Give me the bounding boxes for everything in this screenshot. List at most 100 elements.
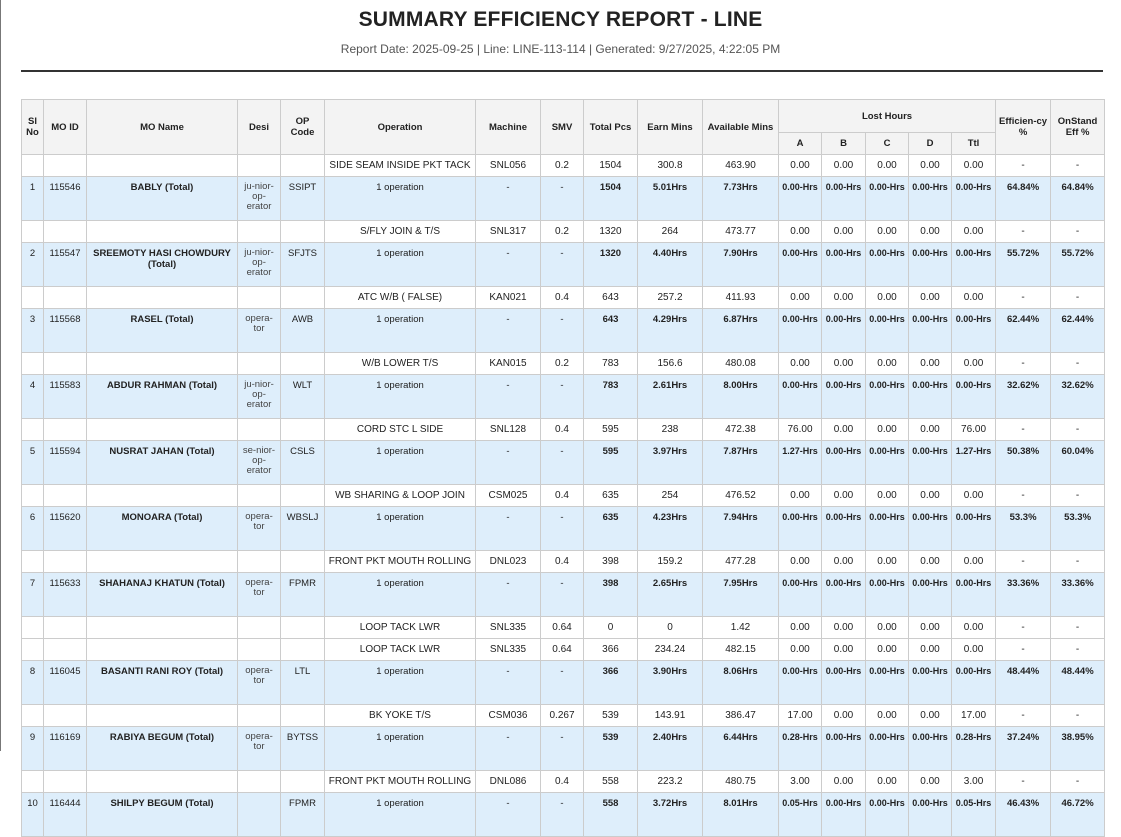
col-lost-ttl: Ttl [950,132,997,155]
lost-b-cell: 0.00 [821,484,866,507]
lost-a-cell: 76.00 [778,418,822,441]
operation-cell: W/B LOWER T/S [324,352,476,375]
lost-a-cell: 0.00-Hrs [778,176,822,221]
onstand-eff-cell: - [1050,638,1106,661]
lost-d-cell: 0.00-Hrs [908,374,952,419]
machine-cell: - [475,506,541,551]
lost-a-cell: 0.00 [778,352,822,375]
smv-cell: - [540,726,584,771]
machine-cell: - [475,440,541,485]
machine-cell: - [475,176,541,221]
desi-cell: opera-tor [237,572,281,617]
sl-cell: 4 [21,374,44,419]
earn-mins-cell: 2.61Hrs [637,374,703,419]
efficiency-cell: - [995,154,1052,177]
mo-id-cell: 116045 [43,660,87,705]
lost-ttl-cell: 0.00 [950,484,997,507]
smv-cell: 0.2 [540,352,584,375]
available-mins-cell: 8.00Hrs [702,374,779,419]
mo-name-cell [86,352,238,375]
earn-mins-cell: 2.40Hrs [637,726,703,771]
operation-cell: 1 operation [324,660,476,705]
available-mins-cell: 480.08 [702,352,779,375]
desi-cell [237,286,281,309]
operation-cell: WB SHARING & LOOP JOIN [324,484,476,507]
desi-cell [237,616,281,639]
available-mins-cell: 8.01Hrs [702,792,779,837]
machine-cell: DNL086 [475,770,541,793]
operation-cell: FRONT PKT MOUTH ROLLING [324,550,476,573]
smv-cell: - [540,572,584,617]
op-code-cell: WBSLJ [280,506,325,551]
machine-cell: - [475,572,541,617]
machine-cell: SNL128 [475,418,541,441]
mo-id-cell: 115547 [43,242,87,287]
smv-cell: 0.2 [540,154,584,177]
lost-ttl-cell: 0.00 [950,352,997,375]
available-mins-cell: 1.42 [702,616,779,639]
lost-c-cell: 0.00-Hrs [865,242,909,287]
table-body: SIDE SEAM INSIDE PKT TACK SNL056 0.2 1504 30… [21,154,1106,837]
lost-a-cell: 0.00 [778,220,822,243]
smv-cell: - [540,242,584,287]
mo-name-cell: MONOARA (Total) [86,506,238,551]
efficiency-cell: 55.72% [995,242,1052,287]
op-code-cell [280,704,325,727]
desi-cell [237,770,281,793]
efficiency-cell: 32.62% [995,374,1052,419]
available-mins-cell: 480.75 [702,770,779,793]
lost-c-cell: 0.00 [865,616,909,639]
lost-ttl-cell: 3.00 [950,770,997,793]
lost-a-cell: 0.00-Hrs [778,506,822,551]
lost-a-cell: 0.00-Hrs [778,660,822,705]
table-row-total: 10 116444 SHILPY BEGUM (Total) FPMR 1 operat… [21,792,1106,837]
lost-c-cell: 0.00-Hrs [865,792,909,837]
lost-d-cell: 0.00 [908,704,952,727]
total-pcs-cell: 1504 [583,154,638,177]
mo-id-cell: 115594 [43,440,87,485]
lost-d-cell: 0.00 [908,220,952,243]
op-code-cell: SSIPT [280,176,325,221]
efficiency-cell: 48.44% [995,660,1052,705]
total-pcs-cell: 783 [583,374,638,419]
lost-a-cell: 0.28-Hrs [778,726,822,771]
total-pcs-cell: 558 [583,770,638,793]
available-mins-cell: 386.47 [702,704,779,727]
mo-name-cell [86,154,238,177]
lost-c-cell: 0.00 [865,638,909,661]
lost-a-cell: 0.00-Hrs [778,242,822,287]
title-divider [21,70,1103,72]
total-pcs-cell: 398 [583,572,638,617]
total-pcs-cell: 595 [583,440,638,485]
available-mins-cell: 476.52 [702,484,779,507]
smv-cell: 0.267 [540,704,584,727]
lost-d-cell: 0.00 [908,550,952,573]
col-mo-id: MO ID [43,99,87,155]
mo-id-cell [43,638,87,661]
operation-cell: 1 operation [324,572,476,617]
mo-name-cell: ABDUR RAHMAN (Total) [86,374,238,419]
machine-cell: SNL056 [475,154,541,177]
operation-cell: LOOP TACK LWR [324,616,476,639]
desi-cell: se-nior-op-erator [237,440,281,485]
lost-ttl-cell: 0.05-Hrs [950,792,997,837]
lost-b-cell: 0.00 [821,352,866,375]
efficiency-cell: - [995,286,1052,309]
lost-b-cell: 0.00-Hrs [821,572,866,617]
lost-ttl-cell: 0.00 [950,220,997,243]
earn-mins-cell: 238 [637,418,703,441]
lost-b-cell: 0.00 [821,638,866,661]
lost-ttl-cell: 0.00-Hrs [950,660,997,705]
total-pcs-cell: 558 [583,792,638,837]
sl-cell [21,770,44,793]
efficiency-cell: - [995,550,1052,573]
lost-d-cell: 0.00-Hrs [908,726,952,771]
sl-cell [21,352,44,375]
table-row-detail: LOOP TACK LWR SNL335 0.64 0 0 1.42 0.00 0.00 0.0… [21,616,1106,639]
operation-cell: ATC W/B ( FALSE) [324,286,476,309]
lost-c-cell: 0.00 [865,770,909,793]
lost-a-cell: 0.00 [778,616,822,639]
mo-name-cell [86,770,238,793]
onstand-eff-cell: - [1050,704,1106,727]
op-code-cell: BYTSS [280,726,325,771]
